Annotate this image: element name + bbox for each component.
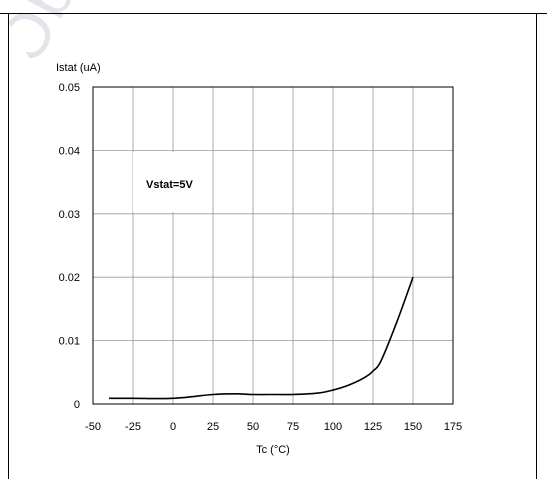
x-tick-label: -25 [125,421,141,433]
x-tick-label: 75 [287,421,299,433]
y-axis-label: Istat (uA) [56,62,101,74]
x-tick-label: 150 [404,421,422,433]
x-tick-label: 0 [170,421,176,433]
y-tick-label: 0 [74,399,80,411]
annotation-label: Vstat=5V [146,179,193,191]
y-tick-label: 0.04 [59,145,80,157]
x-tick-label: -50 [85,421,101,433]
series-layer [108,276,414,400]
annotation-box [133,152,210,212]
frame-top-border [0,13,547,14]
plot-area-border [92,86,454,405]
y-tick-label: 0.05 [59,82,80,94]
series-line [108,276,414,400]
x-tick-label: 125 [364,421,382,433]
x-axis-label: Tc (°C) [256,444,290,456]
x-tick-label: 175 [444,421,462,433]
frame-right-border [536,13,537,479]
x-tick-label: 100 [324,421,342,433]
x-tick-label: 25 [207,421,219,433]
plot-border [92,86,454,405]
y-tick-label: 0.02 [59,272,80,284]
y-tick-label: 0.03 [59,209,80,221]
tick-layer: -50 -25 0 25 50 75 100 125 150 175 0 0.01 0.02 0.03 0.… [59,82,463,433]
x-tick-label: 50 [247,421,259,433]
annotation-layer: Vstat=5V [133,152,210,212]
grid-layer [93,87,453,404]
frame-left-border [8,13,9,479]
y-tick-label: 0.01 [59,336,80,348]
